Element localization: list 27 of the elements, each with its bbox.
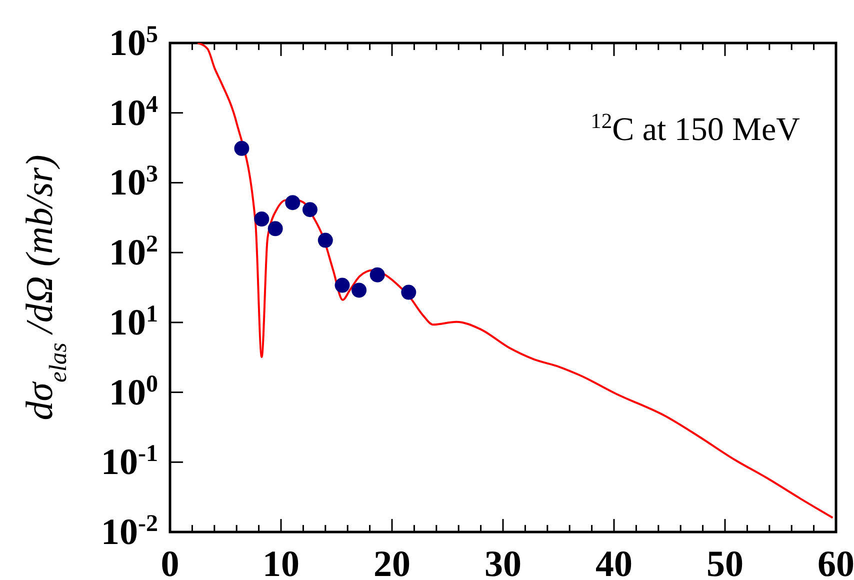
x-tick-label: 40 bbox=[596, 544, 632, 580]
line-series bbox=[196, 43, 834, 519]
y-tick-label: 10$^{2}$ bbox=[108, 232, 158, 274]
x-tick-label: 10 bbox=[262, 544, 300, 580]
point bbox=[352, 282, 367, 298]
point bbox=[234, 140, 250, 156]
point bbox=[285, 195, 300, 210]
point bbox=[318, 232, 333, 248]
x-tick-label: 0 bbox=[160, 544, 180, 580]
y-tick-label: 10$^{0}$ bbox=[108, 371, 158, 414]
x-tick-label: 60 bbox=[818, 544, 854, 580]
point bbox=[254, 212, 270, 227]
x-tick-label: 50 bbox=[706, 544, 744, 580]
y-tick-label: 10$^{4}$ bbox=[108, 92, 158, 134]
x-tick-label: 30 bbox=[484, 544, 522, 580]
point bbox=[334, 278, 350, 293]
point bbox=[370, 267, 385, 282]
point bbox=[401, 284, 416, 300]
y-tick-label: 10$^{5}$ bbox=[108, 22, 158, 64]
point bbox=[302, 202, 318, 218]
y-tick-label: 10$^{1}$ bbox=[108, 301, 158, 344]
y-tick-label: 10$^{-2}$ bbox=[100, 511, 158, 553]
point bbox=[268, 221, 283, 236]
y-tick-label: 10$^{-1}$ bbox=[100, 441, 158, 484]
y-tick-label: 10$^{3}$ bbox=[108, 162, 158, 204]
x-tick-label: 20 bbox=[374, 544, 410, 580]
annotation: $^{12}$C at 150 MeV bbox=[590, 109, 800, 148]
